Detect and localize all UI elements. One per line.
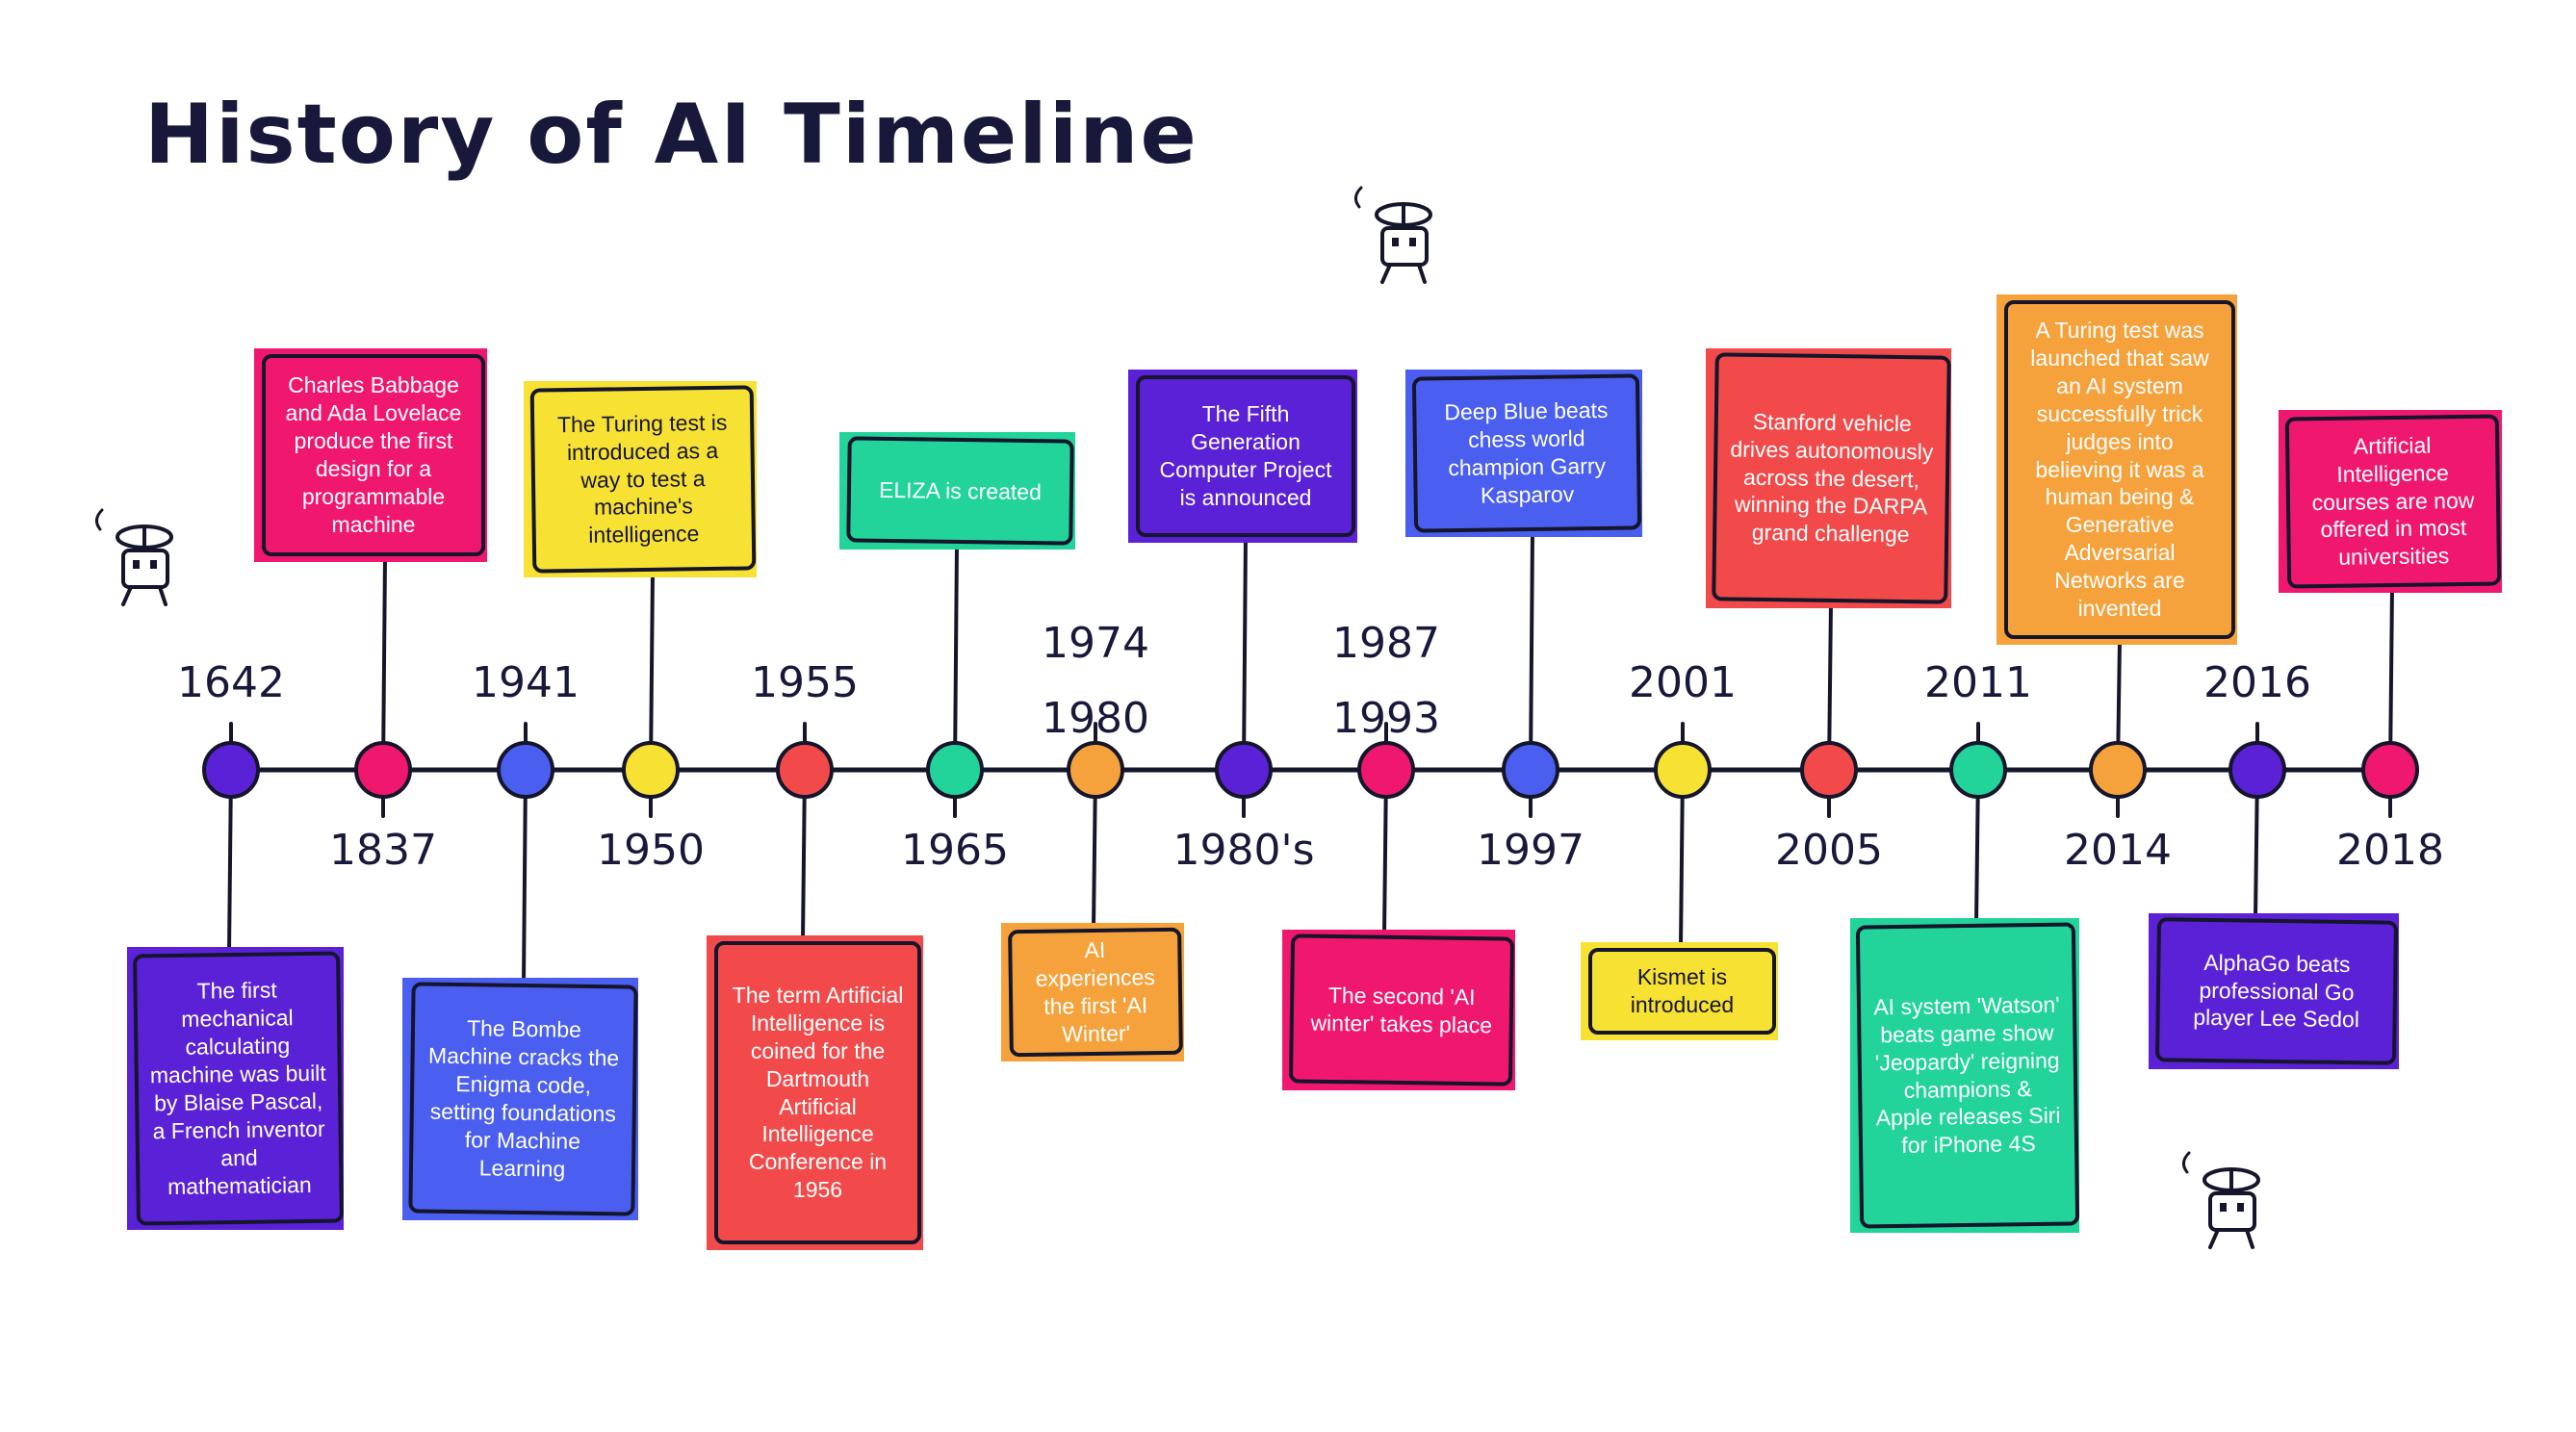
event-year: 2011 — [1924, 658, 2032, 707]
event-year: 1965 — [901, 826, 1009, 875]
page-title: History of AI Timeline — [144, 87, 1198, 183]
event-connector — [2388, 585, 2394, 772]
event-connector — [1242, 535, 1248, 772]
timeline-node — [1067, 741, 1124, 799]
event-year: 1950 — [597, 826, 705, 875]
event-card: The second 'AI winter' takes place — [1288, 933, 1515, 1087]
event-year: 2014 — [2064, 826, 2172, 875]
timeline-node — [1215, 741, 1273, 799]
event-year: 1974 1980 — [1042, 619, 1149, 743]
event-connector — [649, 570, 655, 772]
timeline-node — [622, 741, 680, 799]
event-card: A Turing test was launched that saw an A… — [2004, 300, 2235, 639]
event-year: 2005 — [1775, 826, 1883, 875]
event-card: The term Artificial Intelligence is coin… — [714, 941, 921, 1244]
event-connector — [1679, 768, 1685, 950]
event-year: 2016 — [2203, 658, 2311, 707]
timeline-node — [1800, 741, 1858, 799]
timeline-node — [202, 741, 260, 799]
timeline-node — [2228, 741, 2286, 799]
event-year: 1987 1993 — [1332, 619, 1440, 743]
timeline-node — [497, 741, 554, 799]
event-year: 1642 — [177, 658, 285, 707]
event-card: The Turing test is introduced as a way t… — [529, 385, 757, 574]
event-year: 1997 — [1477, 826, 1584, 875]
event-card: The Fifth Generation Computer Project is… — [1136, 375, 1355, 537]
event-year: 2001 — [1629, 658, 1737, 707]
robot-icon — [2182, 1151, 2260, 1249]
event-card: AI system 'Watson' beats game show 'Jeop… — [1855, 922, 2080, 1229]
event-year: 2018 — [2336, 826, 2444, 875]
event-year: 1980's — [1172, 826, 1315, 875]
timeline-node — [1357, 741, 1415, 799]
event-card: ELIZA is created — [846, 436, 1074, 546]
timeline-node — [1502, 741, 1559, 799]
robot-icon — [1354, 186, 1432, 284]
event-card: The Bombe Machine cracks the Enigma code… — [408, 982, 638, 1216]
event-card: The first mechanical calculating machine… — [133, 951, 344, 1226]
event-card: AI experiences the first 'AI Winter' — [1008, 927, 1183, 1058]
timeline-node — [776, 741, 834, 799]
timeline-node — [2361, 741, 2419, 799]
event-card: Stanford vehicle drives autonomously acr… — [1712, 352, 1951, 604]
event-connector — [522, 768, 528, 985]
event-connector — [227, 768, 233, 955]
event-year: 1837 — [329, 826, 437, 875]
event-year: 1941 — [472, 658, 580, 707]
event-connector — [381, 554, 387, 772]
event-card: Artificial Intelligence courses are now … — [2284, 414, 2502, 589]
event-connector — [953, 542, 959, 772]
event-card: Charles Babbage and Ada Lovelace produce… — [262, 354, 485, 556]
timeline-node — [926, 741, 984, 799]
timeline-node — [354, 741, 412, 799]
timeline-node — [1949, 741, 2007, 799]
event-connector — [1529, 529, 1534, 772]
timeline-node — [1654, 741, 1712, 799]
event-year: 1955 — [751, 658, 859, 707]
timeline-node — [2089, 741, 2147, 799]
event-card: Deep Blue beats chess world champion Gar… — [1411, 373, 1642, 533]
event-card: Kismet is introduced — [1588, 948, 1776, 1035]
event-card: AlphaGo beats professional Go player Lee… — [2154, 917, 2399, 1065]
robot-icon — [95, 508, 173, 606]
